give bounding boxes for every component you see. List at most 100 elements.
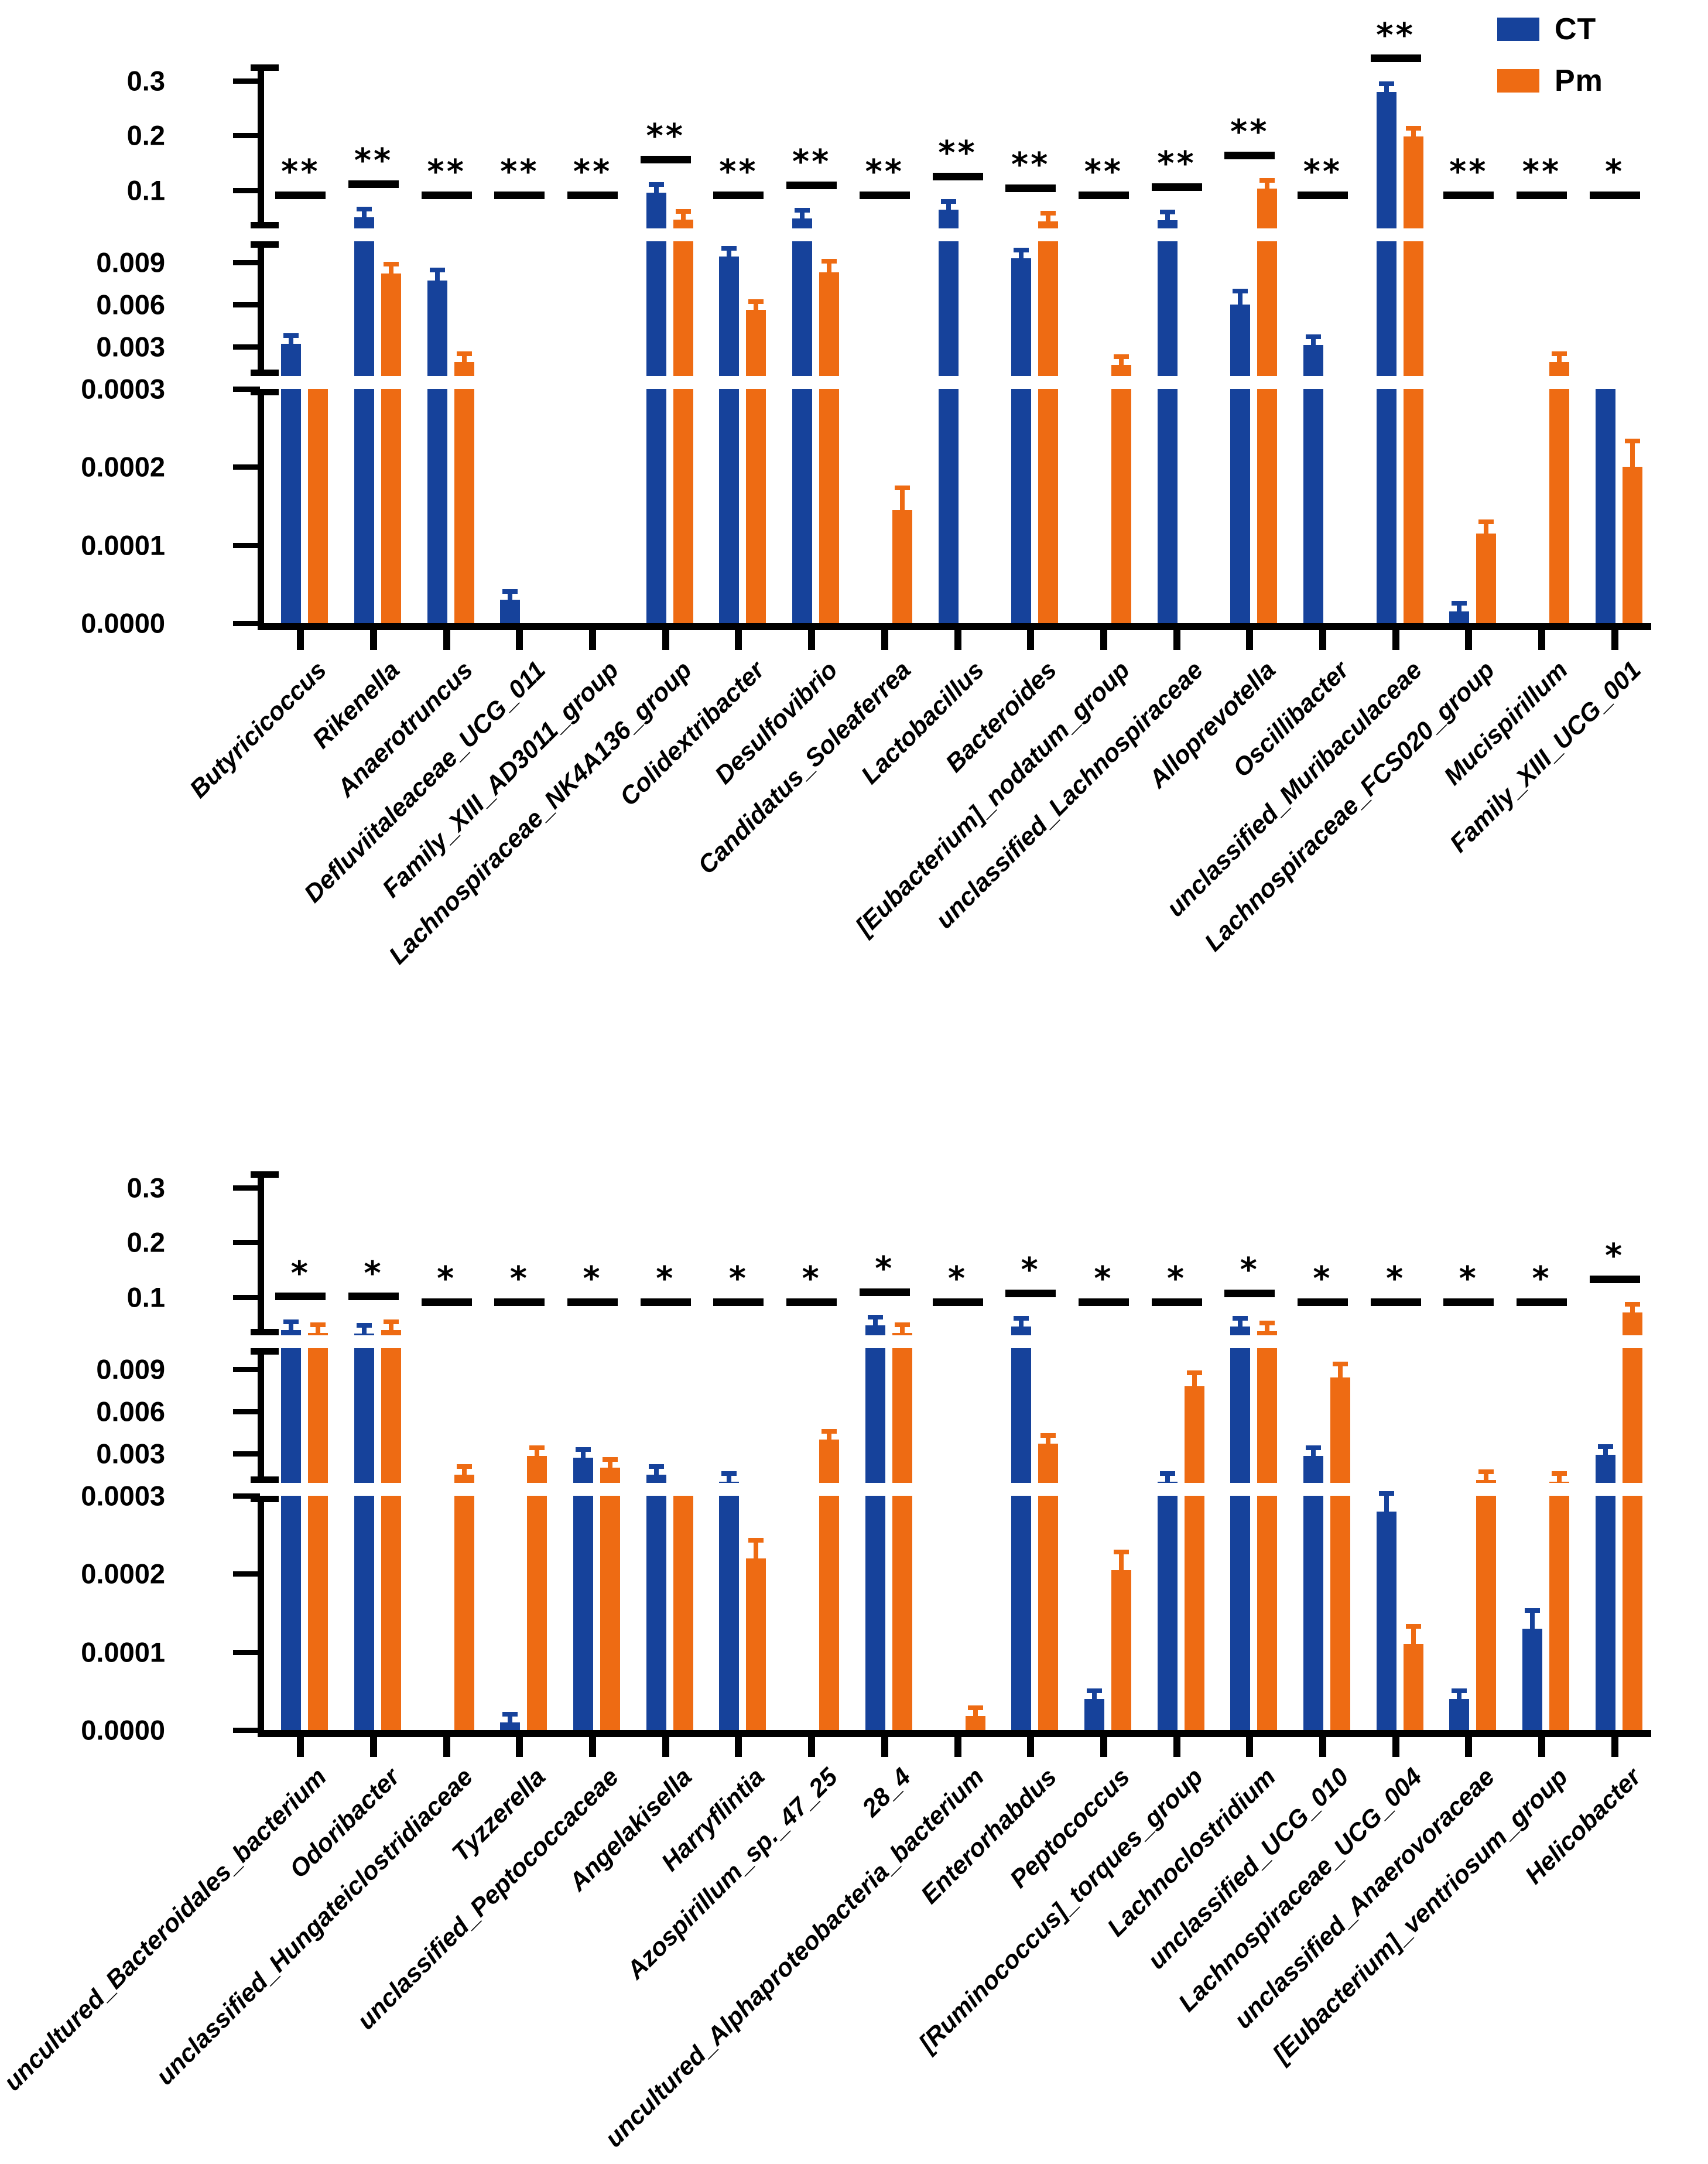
y-axis-tick-label: 0.3 — [126, 1172, 165, 1204]
bar-ct — [865, 1348, 885, 1483]
axis-break-cap-top — [251, 1171, 279, 1178]
legend-swatch-ct — [1497, 18, 1539, 41]
legend-label-ct: CT — [1555, 12, 1597, 46]
significance-stars: ** — [1230, 112, 1269, 151]
bar-ct — [354, 389, 375, 623]
significance-marker: ** — [1361, 19, 1431, 63]
bar-ct — [1376, 1491, 1396, 1730]
error-bar-cap — [648, 1464, 664, 1469]
x-axis-tick — [1027, 630, 1035, 650]
significance-marker: * — [265, 1257, 336, 1301]
x-axis-tick — [1319, 630, 1326, 650]
bar-ct — [865, 1496, 885, 1730]
error-bar — [1091, 1693, 1097, 1699]
significance-stars: ** — [865, 153, 905, 191]
bar-pm — [673, 209, 693, 228]
bar-ct — [1011, 1348, 1032, 1483]
bar-pm — [892, 1348, 912, 1483]
bar-pm — [1184, 1496, 1204, 1730]
error-bar-cap — [1233, 288, 1248, 293]
significance-stars: ** — [1522, 153, 1562, 191]
significance-marker: * — [412, 1263, 482, 1306]
y-axis-spine — [258, 1496, 264, 1730]
error-bar — [289, 337, 294, 344]
significance-bracket — [713, 1298, 764, 1306]
y-axis-tick — [233, 1409, 260, 1414]
bar-pm — [673, 1496, 693, 1730]
error-bar — [316, 1327, 321, 1334]
bar-pm — [1549, 389, 1569, 623]
error-bar-cap — [748, 299, 764, 305]
legend-item-ct: CT — [1497, 12, 1673, 47]
significance-stars: * — [802, 1260, 822, 1298]
error-bar — [1192, 1375, 1197, 1386]
bar-pm — [1257, 241, 1278, 376]
bar-ct — [865, 1315, 885, 1335]
y-axis-tick — [233, 542, 260, 548]
significance-stars: ** — [354, 142, 393, 180]
error-bar — [1046, 215, 1051, 221]
bar-pm — [1549, 1471, 1569, 1483]
significance-stars: * — [1166, 1260, 1187, 1298]
x-axis-ticks — [264, 630, 1651, 650]
significance-stars: ** — [1011, 145, 1050, 184]
bar-ct — [1376, 389, 1396, 623]
y-axis-tick-label: 0.009 — [96, 247, 165, 278]
bar-ct — [1449, 601, 1470, 623]
bar-pm — [600, 1496, 621, 1730]
error-bar-cap — [1014, 1316, 1029, 1321]
error-bar — [680, 214, 686, 220]
error-bar-cap — [1113, 354, 1129, 359]
significance-bracket — [1516, 191, 1567, 199]
significance-stars: ** — [1084, 153, 1124, 191]
error-bar-cap — [1405, 1623, 1421, 1629]
bar-ct — [1449, 1688, 1470, 1730]
bar-pm — [892, 1322, 912, 1335]
significance-marker: * — [1580, 156, 1650, 199]
x-axis-baseline — [258, 1730, 1651, 1737]
bar-ct — [1522, 1608, 1542, 1730]
y-axis-tick-label: 0.0000 — [81, 607, 165, 639]
error-bar-cap — [1551, 1471, 1567, 1476]
error-bar-cap — [1259, 177, 1275, 183]
x-axis-labels: Butyricicoccus Rikenella Anaerotruncus Defl… — [184, 656, 1651, 970]
error-bar-cap — [1159, 210, 1175, 214]
bar-ct — [1157, 1496, 1178, 1730]
x-axis-tick — [735, 1737, 742, 1757]
bar-pm — [1549, 351, 1569, 376]
x-axis-tick — [1392, 630, 1399, 650]
x-axis-tick — [881, 1737, 888, 1757]
error-bar — [1118, 1554, 1124, 1570]
significance-stars: ** — [1303, 153, 1343, 191]
bar-ct — [719, 246, 740, 376]
bar-ct — [719, 1471, 740, 1483]
error-bar-cap — [1159, 1471, 1175, 1476]
bar-pm — [892, 486, 912, 623]
x-axis-tick — [1173, 630, 1180, 650]
significance-bracket — [1151, 1298, 1202, 1306]
significance-marker: ** — [923, 137, 993, 181]
significance-stars: ** — [281, 153, 320, 191]
significance-marker: ** — [995, 145, 1066, 192]
bar-pm — [454, 389, 474, 623]
bar-pm — [1476, 519, 1497, 623]
x-axis-tick — [881, 630, 888, 650]
error-bar-cap — [867, 1315, 883, 1320]
significance-marker: ** — [1142, 148, 1212, 191]
significance-marker: * — [1214, 1254, 1285, 1297]
error-bar — [973, 1710, 978, 1716]
bar-ct — [938, 199, 959, 228]
y-axis-tick-label: 0.0002 — [81, 1558, 165, 1589]
y-axis-tick-label: 0.006 — [96, 289, 165, 320]
significance-stars: ** — [573, 153, 612, 191]
significance-bracket — [1297, 191, 1348, 199]
bar-ct — [719, 1496, 740, 1730]
bar-pm — [819, 1496, 840, 1730]
error-bar-cap — [648, 182, 664, 187]
y-axis-spine — [258, 1171, 264, 1335]
bar-layer-upper — [264, 1171, 1651, 1335]
significance-stars: ** — [500, 153, 539, 191]
y-axis-tick-label: 0.0003 — [81, 373, 165, 405]
x-axis-tick — [1100, 630, 1107, 650]
y-axis-tick — [233, 1185, 260, 1191]
